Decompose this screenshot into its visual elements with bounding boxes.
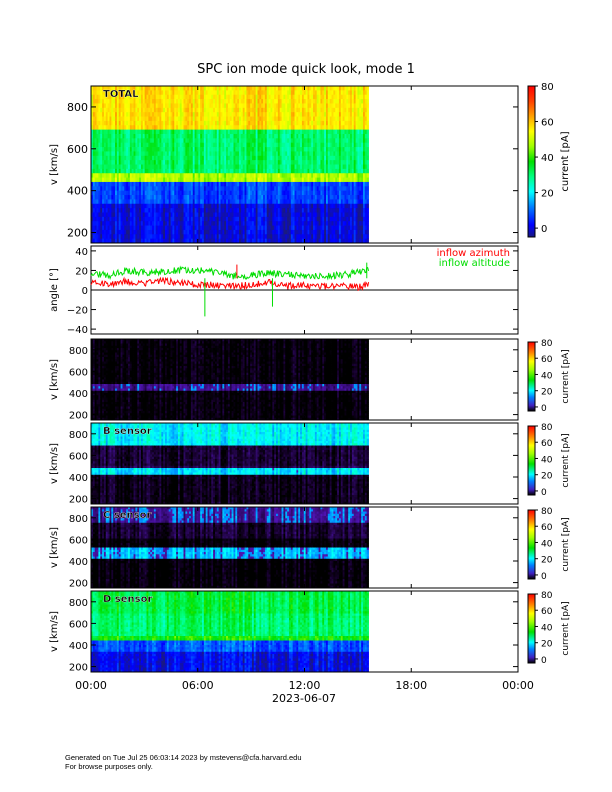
- heatmap-total: [91, 86, 369, 243]
- figure-title: SPC ion mode quick look, mode 1: [197, 62, 415, 77]
